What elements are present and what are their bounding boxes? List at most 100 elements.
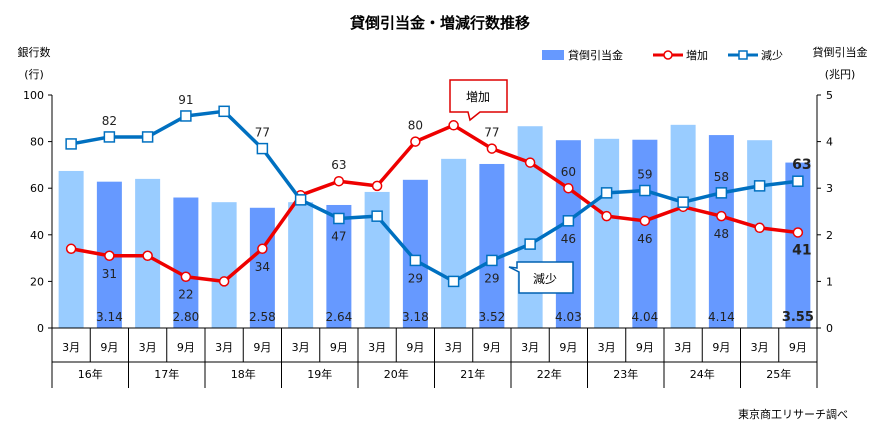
bar-label: 4.04: [632, 310, 659, 324]
month-label: 9月: [177, 341, 195, 354]
annotation-decrease-text: 減少: [533, 271, 557, 286]
point-label-increase: 31: [102, 267, 117, 281]
left-tick-label: 80: [30, 136, 44, 149]
point-label-decrease: 59: [637, 168, 652, 182]
annotation-decrease: 減少: [508, 261, 574, 294]
point-label-increase: 63: [331, 158, 346, 172]
year-label: 21年: [460, 367, 485, 381]
right-tick-label: 5: [826, 89, 833, 102]
bar-label: 3.18: [402, 310, 429, 324]
left-tick-label: 60: [30, 182, 44, 195]
month-label: 9月: [789, 341, 807, 354]
chart-title: 貸倒引当金・増減行数推移: [350, 14, 530, 32]
legend-swatch-bar: [542, 50, 564, 60]
bar-label: 2.58: [249, 310, 276, 324]
legend: 貸倒引当金 増加 減少: [542, 48, 783, 62]
bar: [288, 202, 314, 328]
point-decrease: [294, 194, 307, 206]
point-decrease: [792, 175, 804, 187]
year-label: 25年: [766, 367, 791, 381]
legend-marker-decrease: [738, 50, 748, 60]
bar: [211, 202, 237, 328]
point-increase: [410, 136, 421, 147]
right-tick-label: 1: [826, 275, 833, 288]
point-increase: [65, 243, 77, 255]
month-label: 9月: [483, 341, 501, 354]
left-tick-label: 20: [30, 275, 44, 288]
month-label: 3月: [521, 341, 539, 354]
year-label: 18年: [231, 367, 256, 381]
point-label-decrease: 29: [408, 271, 423, 285]
month-label: 3月: [62, 341, 80, 354]
point-decrease: [180, 110, 192, 122]
right-tick-label: 2: [826, 229, 833, 242]
point-decrease: [103, 131, 116, 143]
month-label: 3月: [292, 341, 310, 354]
bar-label: 2.80: [173, 310, 200, 324]
point-decrease: [409, 254, 422, 267]
bar: [173, 197, 199, 328]
point-label-decrease: 47: [331, 229, 346, 243]
point-label-increase: 60: [561, 165, 576, 179]
bar-label: 4.14: [708, 310, 735, 324]
line-increase: [70, 123, 799, 284]
year-label: 22年: [537, 367, 562, 381]
annotation-increase-text: 増加: [466, 90, 490, 104]
point-increase: [180, 271, 192, 282]
month-label: 9月: [559, 341, 577, 354]
year-label: 24年: [690, 367, 715, 381]
month-label: 3月: [445, 341, 463, 354]
bar-label: 3.55: [782, 310, 814, 325]
month-label: 9月: [100, 341, 118, 354]
point-label-increase: 80: [408, 119, 423, 133]
month-label: 3月: [598, 341, 616, 354]
point-decrease: [715, 187, 728, 199]
legend-marker-increase: [663, 50, 673, 60]
point-decrease: [677, 196, 689, 208]
bar-label: 2.64: [326, 310, 353, 324]
point-label-decrease: 77: [255, 126, 270, 140]
month-label: 3月: [751, 341, 769, 354]
point-increase: [601, 210, 612, 222]
month-label: 9月: [253, 341, 271, 354]
point-decrease: [141, 131, 154, 143]
point-label-decrease: 63: [792, 157, 811, 173]
point-label-increase: 48: [714, 227, 729, 241]
bar-label: 3.14: [96, 310, 123, 324]
point-decrease: [371, 210, 383, 222]
month-label: 9月: [406, 341, 424, 354]
month-label: 3月: [139, 341, 157, 354]
point-decrease: [333, 212, 345, 225]
point-increase: [486, 143, 498, 154]
year-label: 20年: [384, 367, 409, 381]
point-label-decrease: 91: [178, 93, 193, 107]
point-increase: [218, 276, 230, 287]
point-increase: [639, 215, 651, 227]
point-label-decrease: 58: [714, 170, 729, 184]
line-decrease: [70, 109, 799, 284]
point-decrease: [486, 254, 498, 267]
bar: [441, 158, 467, 328]
point-increase: [257, 243, 268, 255]
bar: [594, 138, 620, 328]
year-label: 23年: [613, 367, 638, 381]
point-increase: [754, 222, 765, 234]
point-decrease: [256, 142, 269, 155]
year-label: 19年: [307, 367, 332, 381]
bar-label: 4.03: [555, 310, 582, 324]
bar: [326, 204, 352, 328]
left-tick-label: 0: [37, 322, 44, 335]
point-increase: [792, 227, 804, 238]
left-axis-unit: (行): [24, 68, 44, 81]
point-label-increase: 22: [178, 288, 193, 302]
point-decrease: [524, 238, 536, 250]
right-axis-unit: (兆円): [825, 68, 856, 81]
point-increase: [563, 182, 574, 194]
month-label: 3月: [368, 341, 386, 354]
point-label-increase: 77: [484, 126, 499, 140]
point-increase: [371, 180, 383, 192]
point-label-decrease: 29: [484, 271, 499, 285]
right-tick-label: 4: [826, 136, 833, 149]
point-decrease: [753, 180, 766, 192]
